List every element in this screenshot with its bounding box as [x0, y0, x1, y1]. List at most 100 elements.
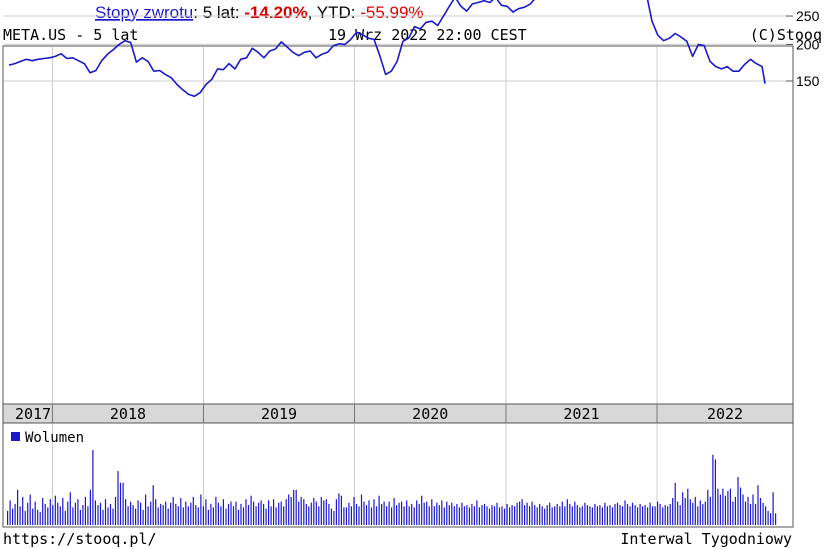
volume-bar [180, 498, 182, 525]
footer-url[interactable]: https://stooq.pl/ [3, 530, 157, 548]
volume-bar [503, 508, 506, 525]
volume-bar [679, 505, 681, 525]
volume-bar [674, 482, 676, 525]
footer-interval: Interwal Tygodniowy [620, 530, 792, 548]
volume-bar [677, 501, 679, 525]
volume-bar [511, 505, 513, 525]
period-return-value: -14.20% [244, 3, 307, 22]
volume-bar [54, 495, 56, 525]
volume-bar [574, 501, 576, 525]
volume-bar [526, 502, 528, 525]
volume-bar [37, 509, 39, 525]
volume-bar [765, 506, 767, 526]
y-tick-label: 150 [796, 73, 820, 89]
volume-bar [222, 499, 224, 525]
volume-bar [576, 505, 578, 525]
volume-bar [581, 506, 583, 526]
volume-bar [182, 507, 184, 525]
volume-bar [734, 496, 736, 525]
volume-bar [509, 507, 511, 525]
volume-bar [428, 506, 430, 526]
copyright-label: (C)Stooq [750, 26, 822, 44]
volume-bar [604, 502, 606, 525]
volume-bar [185, 501, 187, 525]
volume-bar [757, 485, 759, 525]
y-axis: 150200250300350 [786, 0, 820, 89]
volume-bar [49, 499, 51, 525]
volume-bar [692, 502, 694, 525]
volume-bar [634, 505, 636, 525]
volume-bar [609, 505, 611, 525]
datetime-label: 19 Wrz 2022 22:00 CEST [328, 26, 527, 44]
ticker-label: META.US - 5 lat [3, 26, 138, 44]
volume-bar [561, 501, 563, 525]
volume-bar [353, 496, 355, 525]
volume-bar [9, 500, 11, 525]
volume-bar [12, 508, 14, 525]
volume-bar [767, 510, 769, 525]
volume-bar [117, 471, 119, 525]
volume-bar [662, 507, 664, 525]
volume-bar [639, 503, 641, 525]
volume-bar [616, 502, 619, 525]
volume-bar [79, 509, 81, 525]
volume-bar [749, 503, 752, 525]
volume-bar [709, 496, 711, 525]
volume-bar [626, 503, 629, 525]
volume-bar [391, 507, 393, 525]
volume-bar [360, 494, 363, 525]
volume-bar [541, 506, 543, 526]
volume-bar [421, 495, 423, 525]
volume-bar [772, 492, 774, 525]
volume-bar [770, 513, 772, 525]
volume-bar [647, 507, 649, 525]
volume-bar [34, 501, 36, 525]
volume-bar [697, 506, 699, 526]
volume-legend-label: Wolumen [25, 430, 84, 446]
volume-bar [273, 499, 275, 525]
volume-bar [92, 450, 94, 525]
volume-bar [614, 503, 616, 525]
volume-bar [330, 508, 332, 525]
volume-bar [546, 505, 548, 525]
volume-bar [167, 508, 169, 525]
volume-bar [32, 508, 34, 525]
volume-bar [491, 505, 493, 525]
volume-bar [754, 503, 757, 525]
x-tick-label: 2020 [412, 405, 448, 423]
volume-bar [396, 505, 398, 525]
volume-bar [539, 503, 541, 525]
volume-bar [62, 498, 64, 525]
y-tick-label: 250 [796, 8, 820, 24]
volume-bar [591, 507, 593, 525]
x-tick-label: 2017 [15, 405, 51, 423]
volume-bar [689, 499, 691, 525]
volume-bar [657, 501, 659, 525]
ytd-label: , YTD: [308, 3, 361, 22]
volume-bar [253, 501, 255, 525]
returns-link[interactable]: Stopy zwrotu [95, 3, 193, 22]
volume-bar [514, 506, 516, 526]
volume-bar [398, 502, 400, 525]
volume-bar [719, 494, 721, 525]
volume-bar [270, 506, 272, 526]
volume-bar [230, 501, 232, 525]
ytd-return-value: -55.99% [360, 3, 423, 22]
volume-bar [506, 503, 508, 525]
volume-bar [468, 507, 470, 525]
volume-bar [310, 502, 312, 525]
volume-bar [293, 489, 295, 525]
volume-bar [448, 505, 450, 525]
volume-bar [739, 487, 742, 525]
volume-bar [714, 459, 716, 525]
volume-bar [119, 482, 122, 525]
volume-bar [411, 503, 413, 525]
volume-bar [501, 506, 503, 526]
volume-bar [323, 500, 325, 525]
volume-bar [350, 506, 352, 526]
volume-bar [744, 501, 747, 525]
volume-bar [242, 507, 245, 525]
volume-bar [197, 507, 199, 525]
volume-bar [318, 506, 320, 526]
volume-bar [227, 503, 230, 525]
